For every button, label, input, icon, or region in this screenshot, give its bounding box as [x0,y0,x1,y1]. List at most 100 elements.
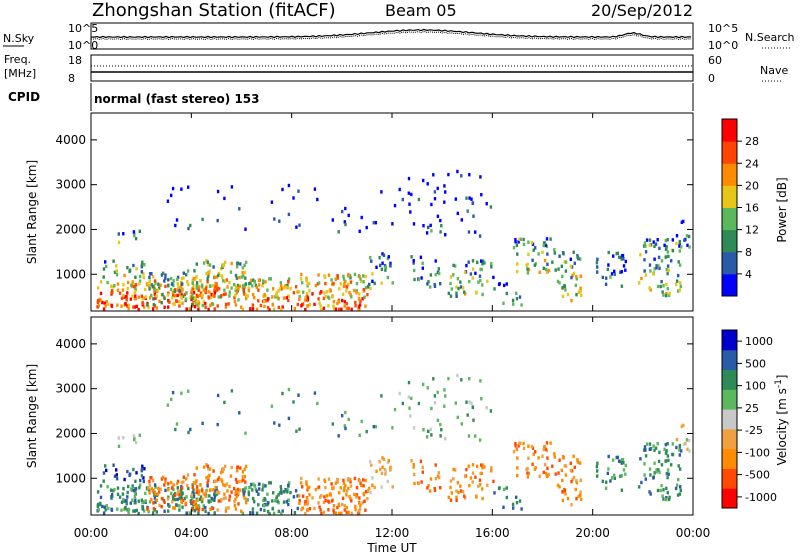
range-gate-cell [168,300,171,304]
range-gate-cell [103,505,106,509]
range-gate-cell [105,300,108,304]
range-gate-cell [150,487,153,491]
colorbar-block [722,163,737,186]
range-gate-cell [620,270,623,274]
range-gate-cell [269,481,272,485]
range-gate-cell [131,484,134,488]
range-gate-cell [655,468,658,472]
range-gate-cell [164,477,167,481]
range-gate-cell [358,297,361,301]
range-gate-cell [280,491,283,495]
range-gate-cell [182,480,185,484]
noise-sky-label: N.Sky [3,32,35,45]
range-gate-cell [308,485,311,490]
range-gate-cell [667,293,671,298]
range-gate-cell [468,377,471,381]
range-gate-cell [381,252,384,256]
range-gate-cell [305,278,308,283]
range-gate-cell [217,271,221,276]
range-gate-cell [154,500,157,504]
range-gate-cell [664,459,668,463]
range-gate-cell [113,270,117,274]
colorbar-block [722,468,737,489]
range-gate-cell [355,493,359,497]
range-gate-cell [282,490,286,494]
range-gate-cell [542,447,545,452]
range-gate-cell [180,488,183,492]
range-gate-cell [518,441,521,445]
range-gate-cell [363,295,366,299]
range-gate-cell [254,487,258,491]
range-gate-cell [245,296,248,301]
range-gate-cell [340,307,343,311]
range-gate-cell [167,509,170,513]
range-gate-cell [306,298,309,302]
range-gate-cell [665,293,668,298]
range-gate-cell [371,476,374,480]
range-gate-cell [158,299,161,303]
colorbar-block [722,409,737,430]
range-gate-cell [379,263,382,268]
range-gate-cell [671,238,674,242]
range-gate-cell [481,466,484,470]
range-gate-cell [671,442,674,446]
range-gate-cell [234,293,237,298]
range-gate-cell [159,283,162,287]
beam-label: Beam 05 [385,1,457,20]
range-gate-cell [563,260,566,264]
range-gate-cell [206,277,209,281]
range-gate-cell [182,271,185,275]
range-gate-cell [185,273,188,277]
range-gate-cell [660,259,664,263]
range-gate-cell [313,391,317,395]
range-gate-cell [440,224,443,228]
range-gate-cell [233,503,237,508]
range-gate-cell [197,307,200,311]
range-gate-cell [434,272,437,277]
range-gate-cell [282,500,286,504]
range-gate-cell [137,511,140,516]
range-gate-cell [426,386,429,390]
range-gate-cell [561,285,564,290]
range-gate-cell [247,288,251,293]
range-gate-cell [137,295,140,299]
range-gate-cell [126,490,129,495]
time-axis: 00:00 04:00 08:00 12:00 16:00 20:00 00:00 [74,526,711,540]
range-gate-cell [244,497,248,501]
range-gate-cell [208,494,211,498]
range-gate-cell [516,252,519,256]
range-gate-cell [224,483,227,488]
range-gate-cell [209,295,213,299]
range-gate-cell [452,263,455,268]
range-gate-cell [349,480,352,484]
range-gate-cell [240,509,243,513]
range-gate-cell [492,479,495,484]
range-gate-cell [196,286,199,291]
range-gate-cell [483,261,486,265]
range-gate-cell [207,511,210,516]
range-gate-cell [172,293,175,298]
range-gate-cell [148,279,151,283]
range-gate-cell [609,275,612,279]
noise-right-tick-bottom: 10^0 [708,39,738,52]
range-gate-cell [643,241,647,245]
range-gate-cell [194,296,197,300]
range-gate-cell [359,503,362,507]
range-gate-cell [191,483,194,487]
range-gate-cell [251,284,254,288]
range-gate-cell [158,286,161,290]
range-gate-cell [238,275,241,280]
range-gate-cell [140,270,144,274]
range-gate-cell [680,424,683,428]
range-gate-cell [135,508,138,513]
range-gate-cell [120,296,124,300]
range-gate-cell [213,511,216,515]
range-gate-cell [643,462,646,466]
range-gate-cell [201,421,204,426]
range-gate-cell [166,199,170,203]
range-gate-cell [305,498,309,502]
range-gate-cell [112,259,115,263]
range-gate-cell [155,294,158,298]
range-gate-cell [433,190,437,194]
range-gate-cell [569,468,573,473]
